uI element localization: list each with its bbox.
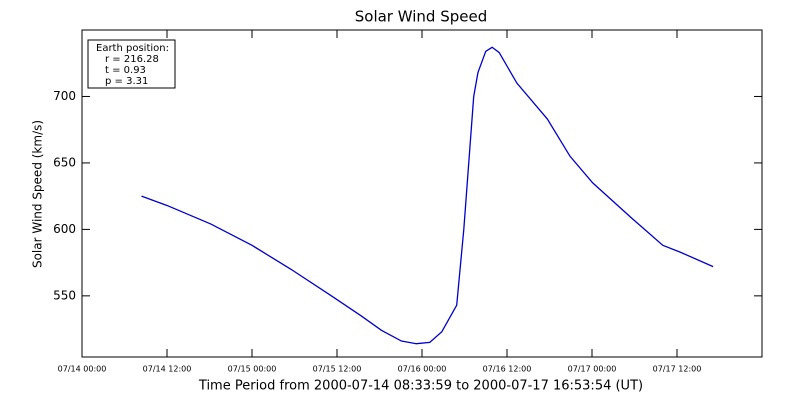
x-tick-label: 07/16 12:00 <box>483 365 532 374</box>
annotation-text: p = 3.31 <box>105 76 148 87</box>
y-tick-label: 550 <box>53 288 76 302</box>
y-axis-label: Solar Wind Speed (km/s) <box>31 120 45 268</box>
chart-title: Solar Wind Speed <box>355 8 487 26</box>
x-tick-label: 07/14 00:00 <box>58 365 107 374</box>
annotation-text: Earth position: <box>96 43 169 54</box>
y-tick-label: 650 <box>53 155 76 169</box>
annotation-text: t = 0.93 <box>105 65 146 76</box>
x-tick-label: 07/14 12:00 <box>143 365 192 374</box>
x-axis-label: Time Period from 2000-07-14 08:33:59 to … <box>198 379 643 394</box>
y-tick-label: 700 <box>53 89 76 103</box>
y-tick-label: 600 <box>53 222 76 236</box>
data-line <box>141 46 714 345</box>
x-tick-label: 07/17 12:00 <box>653 365 702 374</box>
x-tick-label: 07/17 00:00 <box>568 365 617 374</box>
annotation-box <box>87 39 176 89</box>
x-tick-label: 07/15 12:00 <box>313 365 362 374</box>
x-tick-label: 07/15 00:00 <box>228 365 277 374</box>
x-tick-label: 07/16 00:00 <box>398 365 447 374</box>
annotation-text: r = 216.28 <box>105 54 159 65</box>
